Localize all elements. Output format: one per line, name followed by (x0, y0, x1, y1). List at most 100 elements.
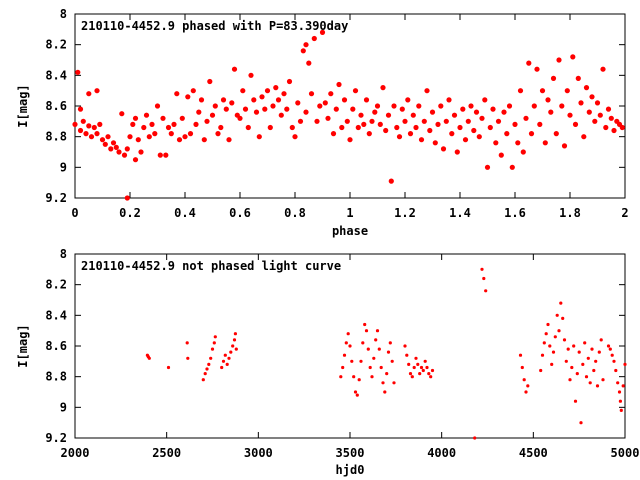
phased-data-point (597, 112, 603, 118)
phased-data-point (113, 144, 119, 150)
unphased-data-point (540, 353, 545, 357)
unphased-data-point (407, 362, 411, 366)
unphased-data-point (524, 390, 528, 394)
phased-data-point (600, 66, 606, 72)
phased-data-point (314, 118, 320, 124)
phased-data-point (383, 127, 389, 134)
phased-data-point (369, 118, 375, 124)
phased-data-point (138, 149, 144, 155)
phased-data-point (495, 118, 502, 124)
phased-data-point (86, 91, 92, 97)
unphased-data-point (562, 338, 567, 342)
phased-data-point (119, 111, 125, 117)
phased-data-point (198, 97, 205, 103)
phased-data-point (509, 164, 515, 170)
unphased-data-point (551, 350, 556, 354)
phased-x-tick-label: 0.8 (284, 206, 306, 220)
phased-data-point (193, 121, 199, 127)
unphased-data-point (594, 359, 598, 363)
phased-data-point (413, 124, 419, 131)
phased-data-point (132, 157, 139, 163)
unphased-data-point (344, 341, 348, 345)
phased-data-point (303, 109, 309, 115)
phased-light-curve-chart: 0 0.2 0.4 0.6 0.8 1 1.2 1.4 1.6 1.8 2 8 8.2 8.4 8.6 8.… (16, 7, 629, 238)
unphased-data-point (606, 344, 611, 348)
unphased-data-point (597, 350, 601, 354)
phased-y-tick-label: 8.6 (45, 99, 67, 113)
unphased-data-point (423, 359, 427, 363)
unphased-data-point (385, 372, 389, 376)
unphased-data-point (568, 378, 572, 382)
phased-data-point (440, 146, 447, 152)
phased-y-tick-label: 8.2 (45, 38, 67, 52)
phased-data-point (586, 109, 592, 115)
phased-data-point (578, 100, 584, 106)
phased-data-point (344, 118, 350, 124)
unphased-data-point (375, 329, 380, 333)
phased-data-point (619, 124, 625, 131)
phased-data-point (308, 91, 315, 97)
phased-data-point (473, 109, 480, 115)
phased-data-point (520, 149, 526, 155)
unphased-y-tick-labels: 8 8.2 8.4 8.6 8.8 9 9.2 (45, 247, 67, 445)
phased-data-point (121, 152, 128, 158)
phased-y-tick-label: 8.4 (45, 68, 67, 82)
unphased-data-point (350, 359, 354, 363)
phased-data-point (556, 57, 562, 63)
phased-data-point (446, 97, 452, 103)
phased-data-point (583, 85, 590, 91)
phased-data-point (190, 88, 196, 94)
phased-data-point (72, 121, 78, 127)
phased-data-point (215, 131, 221, 137)
unphased-data-point (388, 341, 392, 345)
unphased-data-point (621, 384, 625, 388)
unphased-data-point (583, 341, 587, 345)
phased-data-point (361, 121, 367, 127)
unphased-data-point (595, 384, 600, 388)
unphased-data-point (408, 372, 413, 376)
unphased-data-point (225, 362, 229, 366)
phased-x-tick-label: 1.2 (394, 206, 416, 220)
unphased-data-point (557, 329, 561, 333)
unphased-data-point (348, 344, 352, 348)
phased-data-point (366, 131, 372, 137)
unphased-x-tick-labels: 2000 2500 3000 3500 4000 4500 5000 (61, 446, 640, 460)
unphased-data-point (231, 344, 235, 348)
phased-data-point (531, 103, 537, 109)
unphased-data-point (364, 329, 369, 333)
phased-data-point (182, 134, 188, 140)
unphased-data-point (416, 362, 420, 366)
unphased-data-point (207, 362, 211, 366)
unphased-data-point (227, 356, 231, 360)
unphased-data-point (608, 347, 612, 351)
unphased-data-point (617, 390, 622, 394)
phased-y-tick-label: 9.2 (45, 191, 67, 205)
phased-data-point (506, 103, 513, 109)
phased-data-point (196, 109, 202, 115)
phased-data-point (262, 106, 268, 112)
phased-data-point (358, 112, 364, 118)
phased-data-point (418, 137, 425, 143)
phased-data-point (273, 85, 279, 91)
phased-data-point (559, 103, 565, 109)
unphased-data-point (473, 436, 477, 440)
phased-data-point (207, 78, 213, 85)
phased-data-point (460, 106, 466, 112)
phased-data-point (350, 106, 356, 112)
unphased-data-point (520, 365, 524, 370)
phased-data-point (143, 112, 150, 118)
phased-data-point (226, 137, 232, 143)
phased-data-point (284, 106, 290, 112)
phased-data-point (394, 124, 400, 131)
phased-data-point (319, 29, 326, 35)
unphased-data-point (234, 347, 238, 351)
unphased-data-point (430, 368, 435, 373)
unphased-data-point (484, 289, 488, 293)
phased-data-point (429, 109, 436, 115)
phased-data-point (270, 103, 276, 109)
phased-data-point (504, 131, 510, 137)
unphased-data-point (374, 338, 378, 342)
phased-chart-title: 210110-4452.9 phased with P=83.390day (81, 19, 348, 33)
unphased-data-point (357, 378, 361, 382)
phased-data-point (149, 121, 155, 127)
